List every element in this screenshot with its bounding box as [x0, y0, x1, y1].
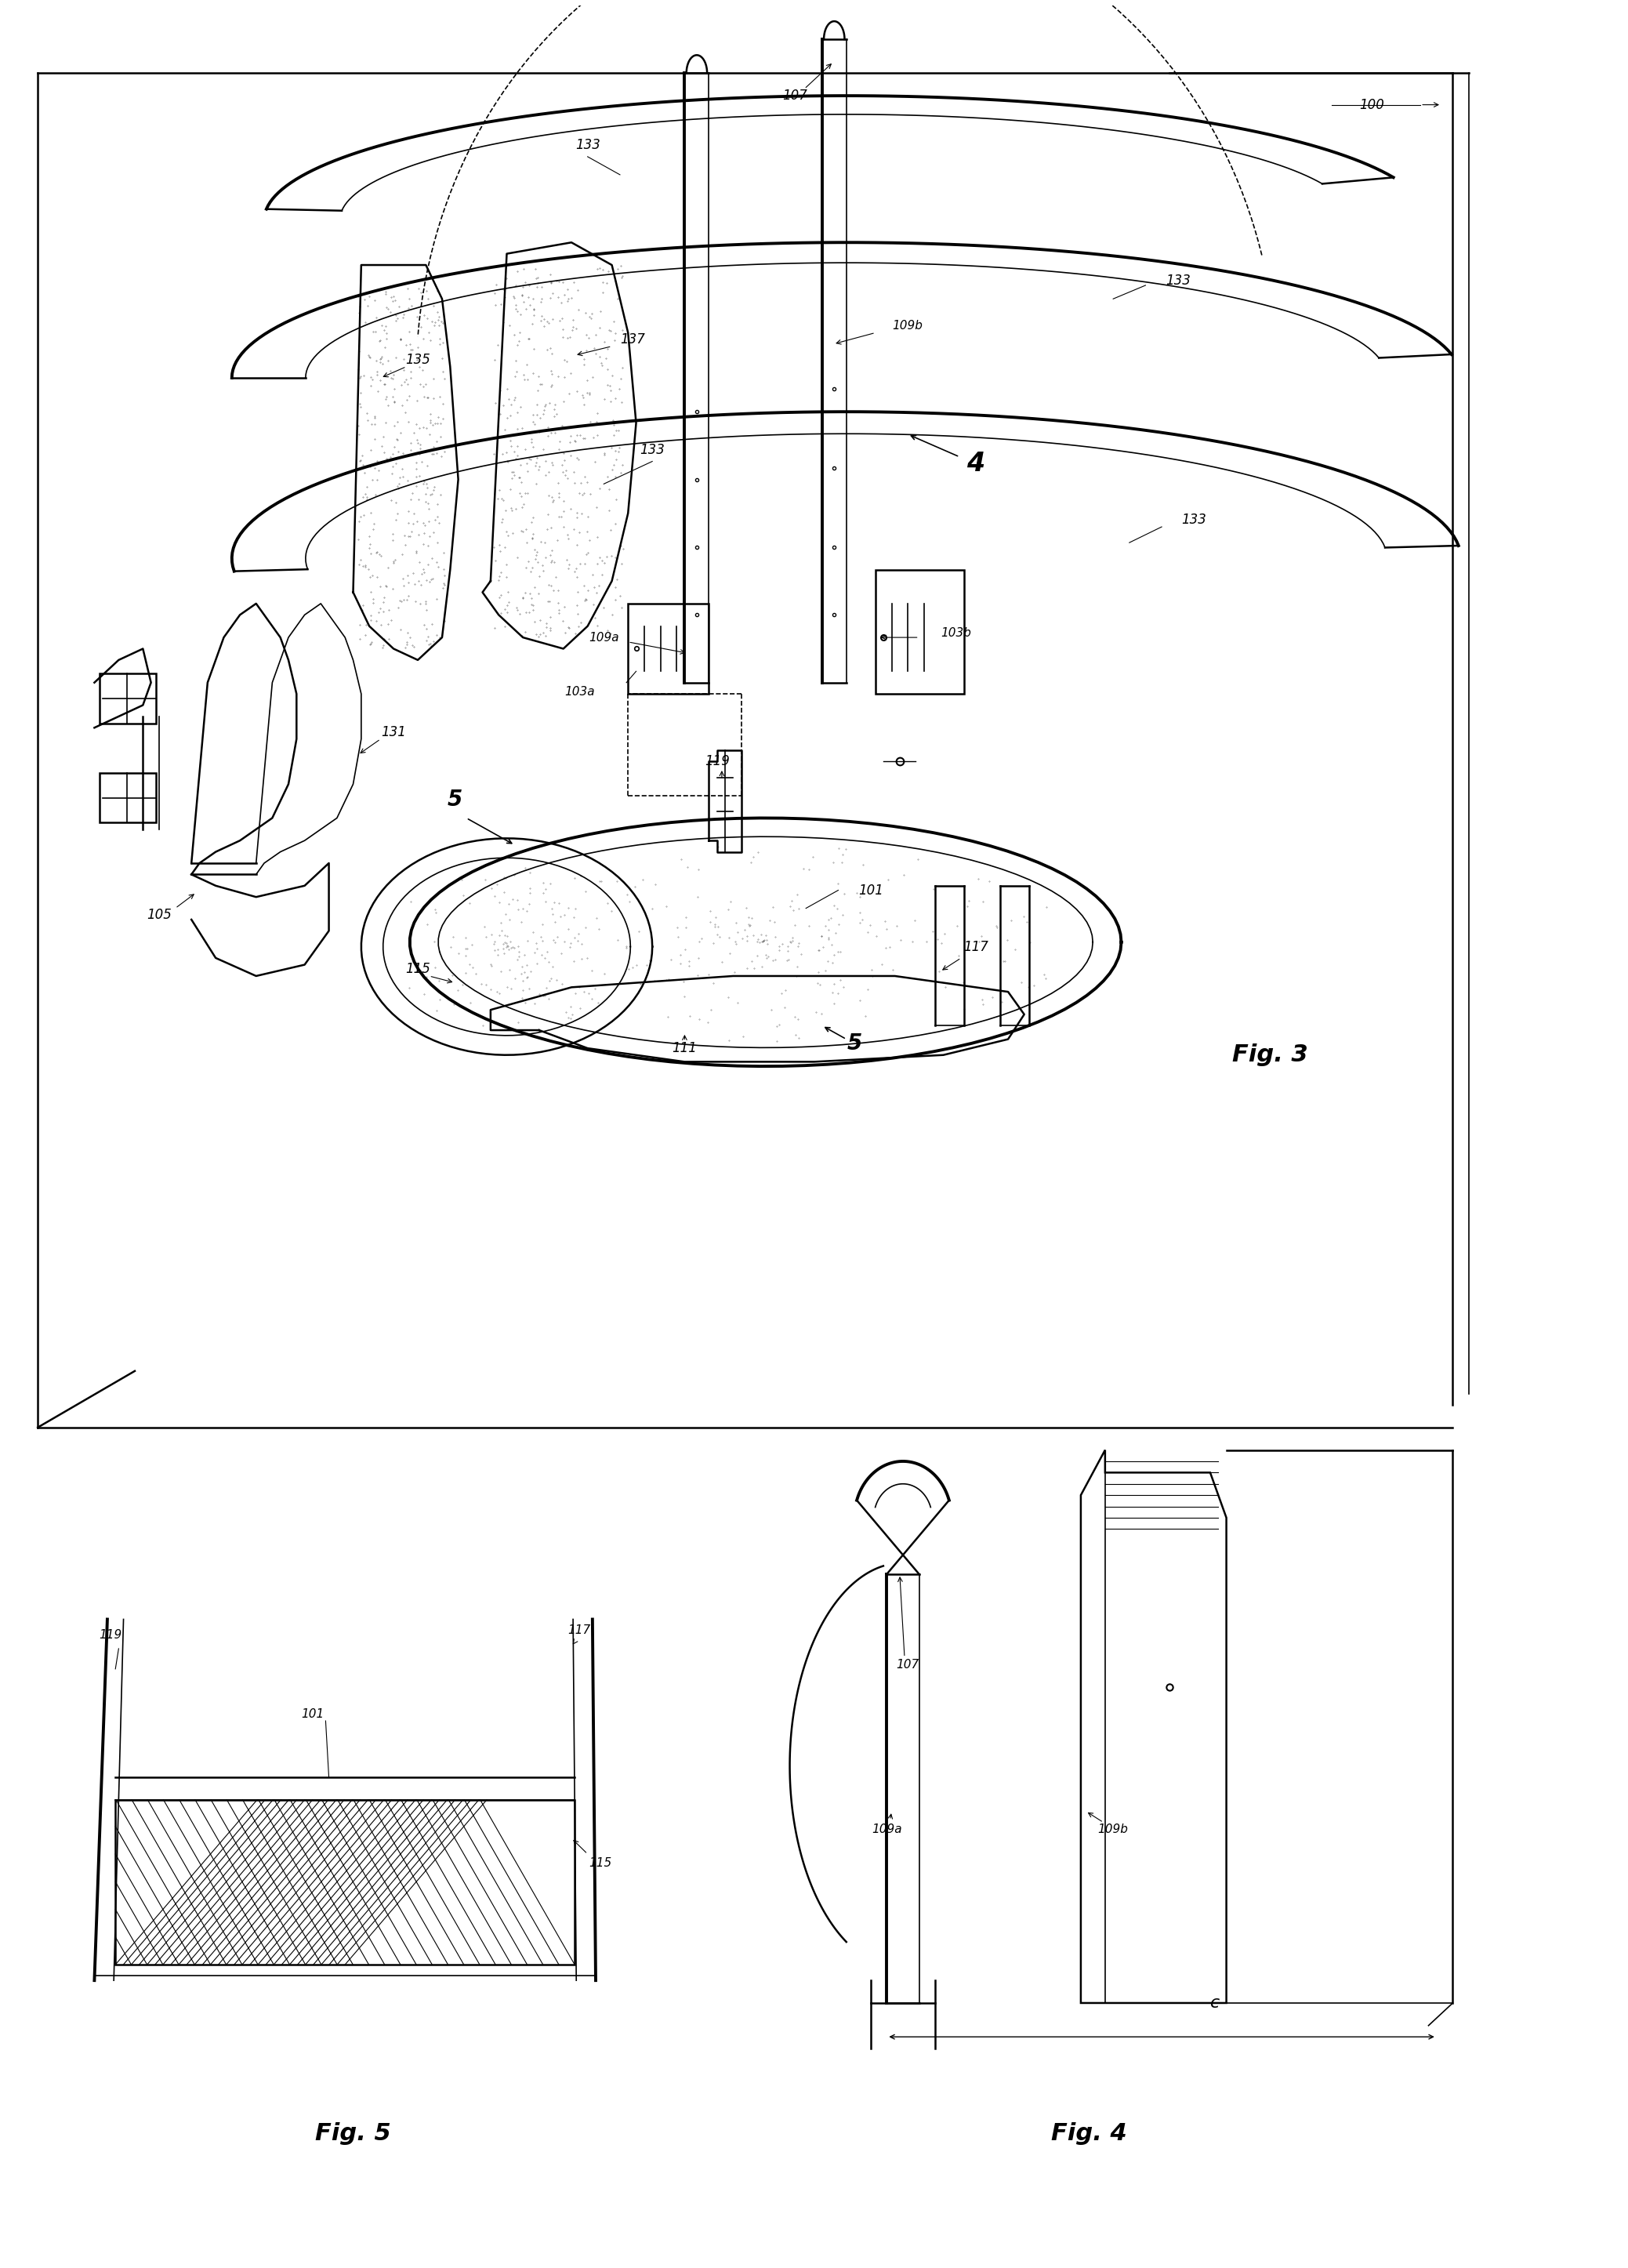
Text: 107: 107: [897, 1658, 920, 1669]
Text: 103a: 103a: [565, 685, 594, 699]
FancyBboxPatch shape: [876, 569, 964, 694]
Text: Fig. 4: Fig. 4: [1052, 2123, 1127, 2146]
Text: Fig. 3: Fig. 3: [1232, 1043, 1307, 1066]
Text: 115: 115: [589, 1857, 612, 1869]
Bar: [116, 1801, 575, 1964]
Text: 4: 4: [967, 451, 985, 476]
Text: 101: 101: [301, 1708, 324, 1719]
Text: 100: 100: [1359, 98, 1384, 111]
Text: 109b: 109b: [892, 320, 923, 331]
Text: 117: 117: [568, 1624, 591, 1637]
Text: 5: 5: [847, 1032, 861, 1055]
Text: 5: 5: [448, 789, 462, 812]
Text: 107: 107: [781, 88, 807, 102]
Text: 135: 135: [405, 354, 430, 367]
Text: 101: 101: [858, 882, 882, 898]
Text: Fig. 5: Fig. 5: [316, 2123, 391, 2146]
Text: c: c: [1210, 1996, 1219, 2012]
Text: 109a: 109a: [589, 631, 619, 644]
Text: 109a: 109a: [871, 1823, 902, 1835]
Text: 119: 119: [705, 755, 729, 769]
Text: 105: 105: [147, 907, 171, 923]
Text: 119: 119: [99, 1628, 122, 1642]
Text: 103b: 103b: [941, 626, 972, 640]
Text: 117: 117: [964, 939, 988, 955]
Text: 111: 111: [672, 1041, 697, 1055]
Text: 133: 133: [1182, 513, 1206, 526]
Text: 133: 133: [640, 442, 664, 458]
Text: 109b: 109b: [1097, 1823, 1128, 1835]
Text: 115: 115: [405, 962, 430, 975]
FancyBboxPatch shape: [628, 603, 708, 694]
Polygon shape: [1081, 1449, 1226, 2003]
Bar: [99, 773, 156, 823]
Bar: [99, 674, 156, 723]
Text: 137: 137: [620, 333, 645, 347]
Text: 133: 133: [1166, 274, 1190, 288]
Text: 131: 131: [381, 726, 405, 739]
Text: 133: 133: [575, 138, 601, 152]
